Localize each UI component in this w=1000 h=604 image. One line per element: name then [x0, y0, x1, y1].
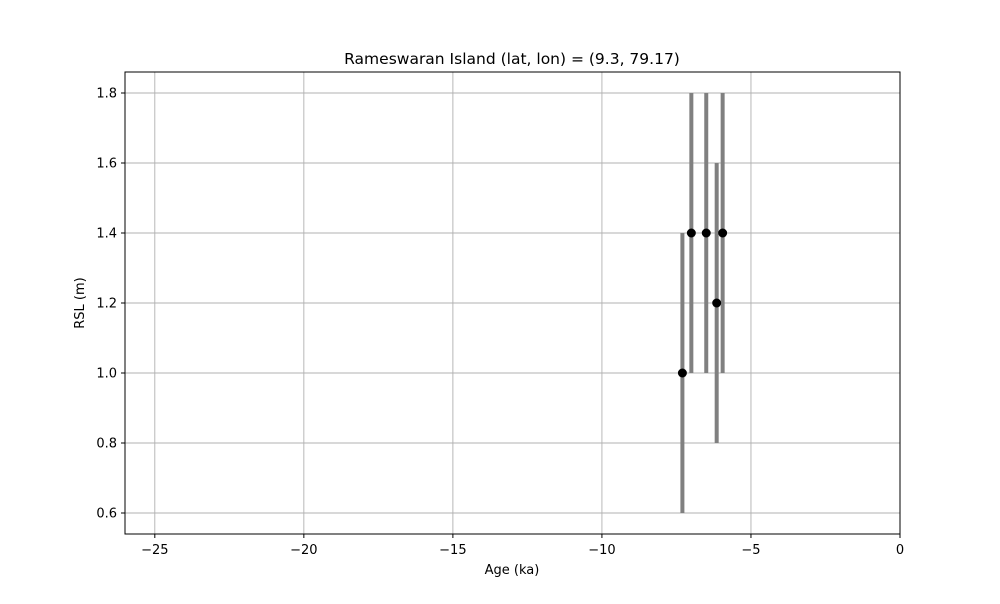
x-tick-label: 0	[896, 543, 904, 558]
y-tick-label: 0.6	[96, 507, 117, 522]
rsl-data-point	[712, 298, 722, 308]
tick-layer: −25 −20 −15 −10 −5 0 0.6 0.8 1.0 1.2 1.4 1.6 1.8	[96, 87, 904, 559]
x-tick-label: −25	[141, 543, 168, 558]
rsl-data-point	[677, 368, 687, 378]
chart-title: Rameswaran Island (lat, lon) = (9.3, 79.…	[344, 50, 680, 68]
y-tick-label: 1.6	[96, 157, 117, 172]
rsl-data-point	[686, 228, 696, 238]
y-tick-label: 1.2	[96, 297, 117, 312]
x-tick-label: −20	[290, 543, 317, 558]
rsl-data-point	[701, 228, 711, 238]
x-tick-label: −5	[741, 543, 760, 558]
y-tick-label: 1.8	[96, 87, 117, 102]
x-tick-label: −15	[439, 543, 466, 558]
y-tick-label: 1.4	[96, 227, 117, 242]
y-axis-label: RSL (m)	[73, 277, 88, 328]
y-tick-label: 0.8	[96, 437, 117, 452]
rsl-data-point	[718, 228, 728, 238]
y-tick-label: 1.0	[96, 367, 117, 382]
x-tick-label: −10	[588, 543, 615, 558]
point-layer	[677, 228, 728, 378]
x-axis-label: Age (ka)	[485, 563, 540, 578]
